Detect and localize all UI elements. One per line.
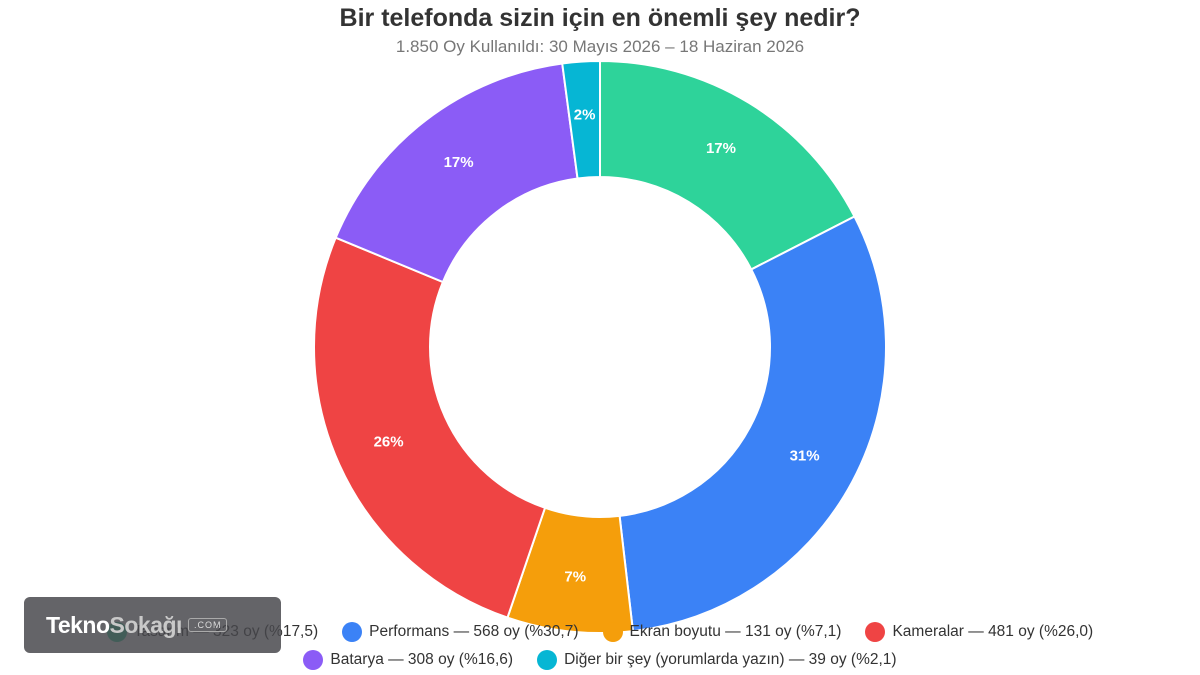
donut-slice-4[interactable] [334,62,579,284]
chart-subtitle: 1.850 Oy Kullanıldı: 30 Mayıs 2026 – 18 … [395,37,805,56]
legend-label: Kameralar — 481 oy (%26,0) [892,623,1094,640]
legend-swatch [342,622,363,642]
watermark-text-part1: Tekno [46,611,110,638]
legend-item-kameralar[interactable]: Kameralar — 481 oy (%26,0) [865,622,1093,642]
donut-slice-5[interactable] [561,59,601,180]
donut-slice-3[interactable] [313,236,547,619]
watermark-logo: Tekno Sokağı .COM [24,597,281,653]
slice-label-0: 17% [706,140,736,157]
legend-item-diger[interactable]: Diğer bir şey (yorumlarda yazın) — 39 oy… [537,650,897,670]
donut-slice-0[interactable] [599,59,856,271]
slice-label-2: 7% [564,569,586,586]
legend-swatch [865,622,886,642]
legend-label: Batarya — 308 oy (%16,6) [330,651,514,668]
watermark-text-part2: Sokağı [109,611,183,638]
watermark-suffix: .COM [187,618,228,632]
legend-item-ekran-boyutu[interactable]: Ekran boyutu — 131 oy (%7,1) [602,622,842,642]
slice-label-3: 26% [374,434,404,451]
legend-swatch [303,650,324,670]
legend-swatch [537,650,558,670]
slice-label-4: 17% [444,154,474,171]
legend-label: Ekran boyutu — 131 oy (%7,1) [629,623,842,640]
legend-label: Performans — 568 oy (%30,7) [369,623,579,640]
legend-item-batarya[interactable]: Batarya — 308 oy (%16,6) [303,650,513,670]
legend-item-performans[interactable]: Performans — 568 oy (%30,7) [342,622,579,642]
legend-label: Diğer bir şey (yorumlarda yazın) — 39 oy… [564,651,897,668]
chart-title: Bir telefonda sizin için en önemli şey n… [339,4,861,32]
donut-slice-1[interactable] [618,215,887,633]
legend-swatch [602,622,623,642]
slice-label-1: 31% [790,447,820,464]
legend-row-2: Batarya — 308 oy (%16,6) Diğer bir şey (… [0,650,1200,670]
slice-label-5: 2% [574,106,596,123]
